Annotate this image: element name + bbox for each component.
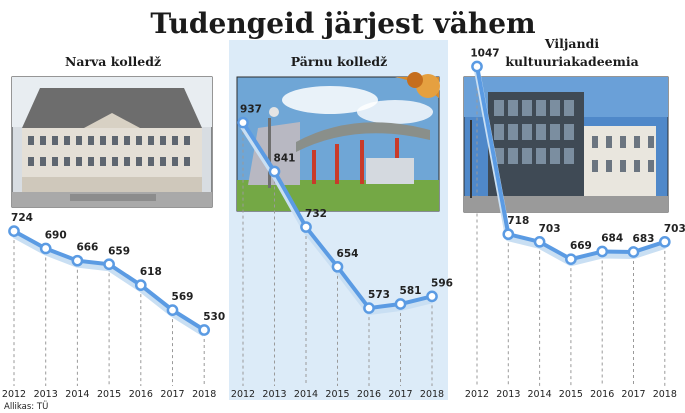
data-label: 581 [400, 285, 422, 297]
data-point [331, 260, 344, 273]
data-label: 690 [45, 229, 67, 241]
x-tick-label: 2012 [231, 389, 255, 400]
x-tick-label: 2013 [34, 389, 58, 400]
data-point [502, 228, 515, 241]
x-tick-label: 2014 [294, 389, 318, 400]
data-point [533, 235, 546, 248]
data-label: 724 [11, 212, 33, 224]
data-point [198, 324, 211, 336]
panel-title-parnu: Pärnu kolledž [291, 54, 388, 69]
data-label: 666 [76, 242, 98, 254]
line-chart-viljandi: 2012 2013 2014 2015 2016 2017 2018 1047 718 703 66… [465, 48, 685, 400]
data-point [363, 302, 375, 314]
photo-narva-college [11, 76, 213, 208]
data-point [394, 298, 407, 310]
data-point [426, 290, 438, 303]
data-label: 841 [274, 153, 296, 165]
line-chart-narva: 2012 2013 2014 2015 2016 2017 2018 724 690 666 659… [2, 212, 225, 400]
data-label: 732 [305, 208, 327, 220]
data-point [103, 258, 115, 271]
photo-parnu-college [236, 72, 440, 212]
data-label: 573 [368, 289, 390, 301]
x-tick-label: 2014 [528, 389, 552, 400]
source-note: Allikas: TÜ [4, 401, 48, 412]
data-label: 654 [337, 248, 359, 260]
data-point [627, 246, 640, 258]
x-tick-label: 2018 [653, 389, 677, 400]
data-point [134, 279, 147, 292]
data-label: 569 [172, 291, 194, 303]
data-label: 659 [108, 245, 130, 257]
data-point [596, 245, 609, 258]
x-tick-label: 2017 [160, 389, 184, 400]
line-chart-parnu: 2012 2013 2014 2015 2016 2017 2018 937 841 732 654… [231, 104, 453, 400]
data-label: 937 [240, 104, 262, 116]
x-tick-label: 2013 [496, 389, 520, 400]
x-tick-label: 2016 [357, 389, 381, 400]
panel-title-viljandi-line-1: Viljandi [544, 36, 599, 51]
data-label: 1047 [470, 48, 499, 60]
x-tick-label: 2018 [192, 389, 216, 400]
data-point [71, 254, 84, 267]
data-label: 718 [507, 215, 529, 227]
data-label: 669 [570, 240, 592, 252]
x-tick-label: 2015 [559, 389, 583, 400]
x-tick-label: 2012 [2, 389, 26, 400]
data-label: 530 [203, 311, 225, 323]
data-label: 683 [633, 233, 655, 245]
data-point [471, 60, 483, 73]
data-point [565, 253, 577, 266]
data-point [166, 304, 179, 316]
data-label: 596 [431, 277, 453, 289]
x-tick-label: 2014 [65, 389, 89, 400]
panel-viljandi: Viljandi kultuuriakadeemia [463, 36, 685, 400]
data-point [300, 221, 312, 233]
x-tick-label: 2018 [420, 389, 444, 400]
x-tick-label: 2012 [465, 389, 489, 400]
data-point [268, 165, 281, 178]
data-point [658, 235, 671, 248]
x-tick-label: 2016 [590, 389, 614, 400]
infographic-title: Tudengeid järjest vähem [150, 7, 535, 40]
x-tick-label: 2017 [388, 389, 412, 400]
data-point [8, 225, 20, 237]
x-tick-label: 2013 [262, 389, 286, 400]
data-point [237, 116, 249, 129]
x-tick-label: 2017 [621, 389, 645, 400]
data-label: 703 [664, 223, 685, 235]
x-tick-label: 2015 [325, 389, 349, 400]
data-label: 703 [539, 223, 561, 235]
panel-title-viljandi-line-2: kultuuriakadeemia [505, 54, 638, 69]
x-tick-label: 2016 [129, 389, 153, 400]
data-point [39, 242, 52, 255]
x-tick-label: 2015 [97, 389, 121, 400]
panel-parnu: Pärnu kolledž 2012 2013 2014 2015 2016 2017 20… [231, 54, 453, 400]
panel-title-narva: Narva kolledž [65, 54, 161, 69]
photo-viljandi-academy [463, 76, 669, 213]
data-label: 618 [140, 266, 162, 278]
panel-narva: Narva kolledž [2, 54, 225, 400]
data-label: 684 [601, 233, 623, 245]
